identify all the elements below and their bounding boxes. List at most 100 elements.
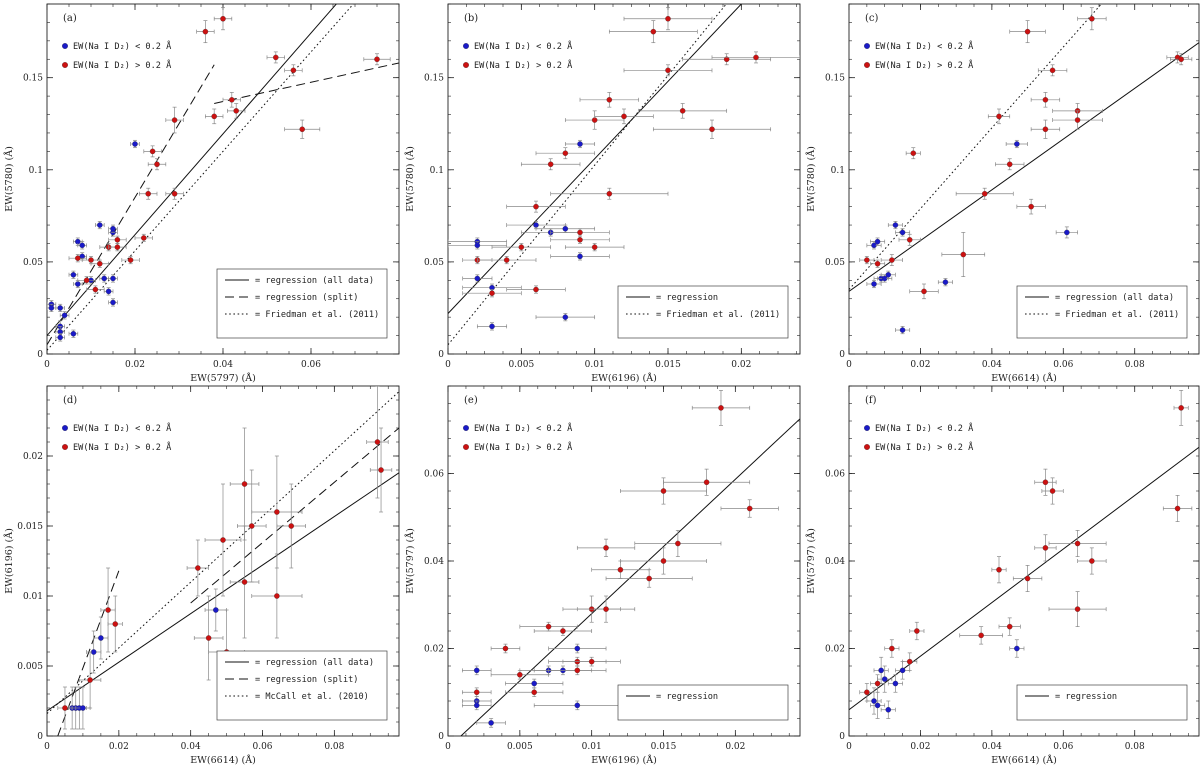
panel-a-legend-line-label: = Friedman et al. (2011)	[255, 310, 379, 320]
panel-c: 0 0.02 0.04 0.06 0.08 0 0.05 0.1 0.15 EW(6614) (Å…	[805, 3, 1200, 384]
panel-b-ylabel: EW(5780) (Å)	[404, 146, 416, 212]
panel-d-line-dashed	[57, 570, 120, 736]
panel-e-point-low-na	[473, 702, 480, 709]
panel-f-point-high-na	[914, 628, 920, 634]
panel-a-point-high-na	[75, 255, 81, 261]
panel-e-point-low-na	[473, 667, 480, 674]
panel-d-point-high-na	[248, 523, 255, 529]
panel-a-point-high-na	[114, 237, 121, 243]
panel-f-xtick-label: 0.02	[910, 742, 930, 752]
panel-d-point-high-na	[220, 537, 226, 543]
panel-c-xtick-label: 0	[846, 360, 852, 370]
panel-c-legend-line-label: = Friedman et al. (2011)	[1055, 310, 1179, 320]
panel-a-ytick-label: 0.1	[29, 166, 43, 176]
panel-c-legend-marker	[864, 43, 870, 49]
panel-b-point-low-na	[474, 242, 481, 249]
panel-e-xtick-label: 0.005	[507, 742, 533, 752]
panel-a-point-low-na	[105, 288, 112, 295]
panel-f-point-high-na	[874, 680, 881, 687]
panel-f-point-low-na	[899, 667, 906, 674]
panel-e-point-high-na	[746, 505, 753, 512]
panel-a-point-low-na	[48, 305, 55, 311]
panel-b-point-high-na	[533, 203, 539, 210]
panel-a-legend-line-label: = regression (split)	[255, 293, 358, 303]
panel-b-ytick-label: 0	[438, 350, 444, 360]
panel-a-point-low-na	[57, 305, 63, 311]
panel-f-point-high-na	[1174, 505, 1181, 512]
panel-f-point-low-na	[892, 680, 899, 687]
panel-b-point-high-na	[503, 257, 510, 263]
panel-e-point-low-na	[531, 680, 537, 687]
panel-a-point-high-na	[114, 244, 121, 250]
panel-c-legend-marker	[864, 62, 870, 68]
panel-b-point-high-na	[489, 290, 495, 296]
panel-e-legend-label: EW(Na I D₂) > 0.2 Å	[474, 441, 573, 453]
panel-c-label: (c)	[865, 13, 879, 24]
panel-c-xtick-label: 0.06	[1053, 360, 1073, 370]
panel-a-point-low-na	[110, 299, 116, 306]
panel-a-ytick-label: 0	[37, 350, 43, 360]
panel-b-line-dotted	[448, 4, 727, 346]
panel-b-point-high-na	[518, 244, 525, 250]
panel-f-point-high-na	[978, 632, 984, 639]
panel-b-legend-marker	[463, 43, 469, 49]
panel-a-point-low-na	[61, 312, 68, 319]
panel-a: 0 0.02 0.04 0.06 0 0.05 0.1 0.15 EW(5797) (Å) EW(…	[3, 3, 400, 384]
panel-e-ytick-label: 0	[438, 732, 444, 742]
panel-b-point-high-na	[665, 15, 671, 22]
panel-a-point-high-na	[141, 235, 147, 241]
panel-e-xlabel: EW(6196) (Å)	[591, 754, 657, 766]
panel-f-xtick-label: 0.08	[1125, 742, 1145, 752]
panel-a-lines	[47, 4, 399, 351]
panel-e-line-solid	[460, 418, 800, 736]
panel-b-legend-label: EW(Na I D₂) < 0.2 Å	[474, 40, 573, 52]
panel-c-point-low-na	[885, 272, 892, 278]
panel-f-ytick-label: 0.06	[825, 470, 845, 480]
panel-b-xtick-label: 0.015	[655, 360, 681, 370]
panel-e-point-high-na	[473, 689, 480, 696]
panel-a-point-high-na	[202, 28, 209, 35]
panel-c-point-low-na	[871, 281, 877, 287]
panel-c-point-low-na	[892, 222, 899, 228]
panel-f-xtick-label: 0.04	[982, 742, 1002, 752]
panel-d-point-high-na	[274, 509, 280, 515]
panel-d-point-low-na	[213, 607, 219, 613]
panel-d-ytick-label: 0.02	[23, 452, 43, 462]
panel-c-point-high-na	[981, 190, 988, 197]
panel-d-point-high-na	[274, 593, 280, 599]
panel-c-legend-box	[1016, 285, 1188, 339]
panel-b-legend-line-label: = regression	[656, 293, 718, 303]
panel-e-point-high-na	[660, 488, 667, 494]
panel-c-legend-label: EW(Na I D₂) > 0.2 Å	[875, 59, 974, 71]
panel-f-point-high-na	[996, 567, 1002, 573]
panel-b-frame	[447, 3, 801, 355]
panel-f-point-low-na	[1014, 645, 1020, 652]
panel-f-point-low-na	[881, 676, 888, 682]
panel-f-legend-line-label: = regression	[1055, 692, 1117, 702]
panel-e-point-high-na	[588, 658, 595, 665]
panel-f-point-low-na	[878, 667, 884, 674]
panel-c-point-high-na	[1049, 67, 1056, 74]
panel-b-label: (b)	[464, 13, 478, 24]
panel-c-point-high-na	[1089, 15, 1095, 22]
panel-c-point-low-na	[942, 279, 949, 285]
panel-d-xtick-label: 0.06	[252, 742, 272, 752]
panel-c-point-low-na	[874, 238, 881, 245]
panel-e-point-high-na	[660, 558, 667, 564]
panel-b-legend-marker	[463, 62, 469, 68]
panel-a-ytick-label: 0.05	[23, 258, 43, 268]
panel-b-ytick-label: 0.1	[430, 166, 444, 176]
panel-a-point-high-na	[92, 286, 99, 293]
panel-f-xtick-label: 0.06	[1053, 742, 1073, 752]
panel-f-point-low-na	[885, 707, 892, 713]
panel-c-point-high-na	[910, 150, 917, 156]
panel-d-legend-marker	[62, 425, 68, 431]
panel-e-label: (e)	[464, 395, 478, 406]
panel-f-points	[859, 390, 1193, 719]
panel-b-point-high-na	[591, 244, 598, 250]
panel-f-legend-marker	[864, 425, 870, 431]
panel-a-point-high-na	[273, 54, 279, 61]
panel-f-point-high-na	[1074, 606, 1081, 612]
panel-c-xlabel: EW(6614) (Å)	[991, 372, 1057, 384]
panel-f-xlabel: EW(6614) (Å)	[991, 754, 1057, 766]
